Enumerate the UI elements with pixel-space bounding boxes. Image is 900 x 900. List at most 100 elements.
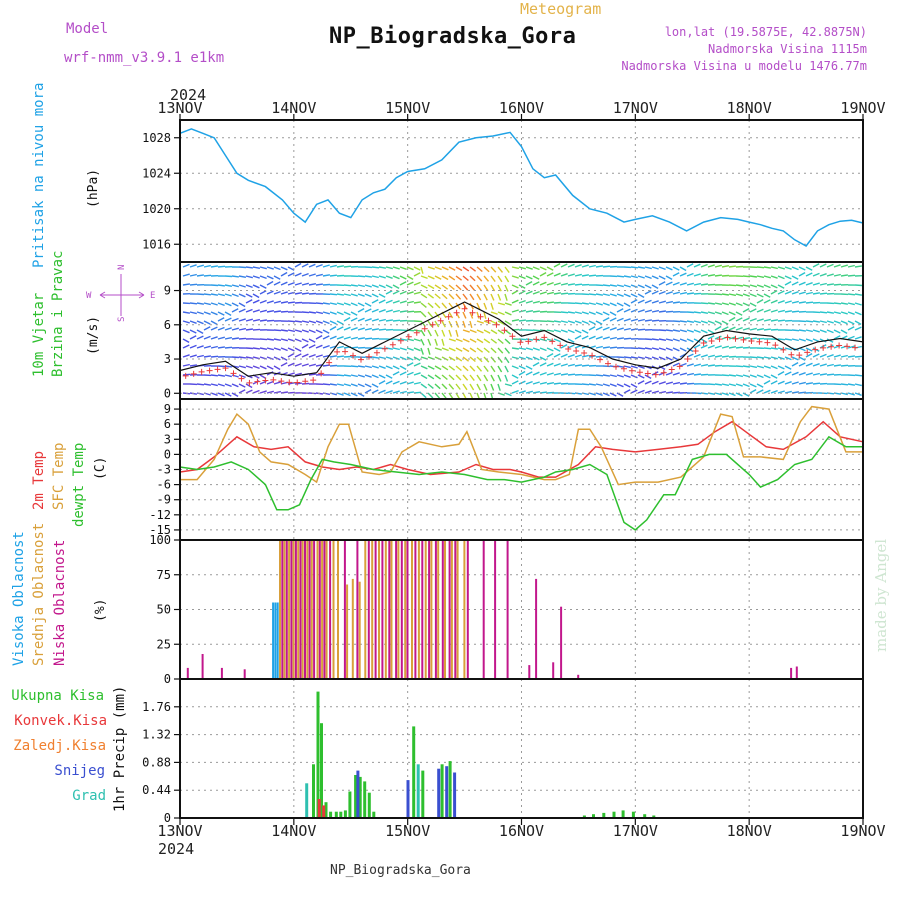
y-tick-label: 0 [164, 811, 171, 825]
wind-barb [343, 326, 351, 331]
wind-barb [371, 284, 379, 288]
wind-barb [595, 320, 603, 325]
wind-barb [511, 347, 520, 350]
wind-barb [336, 274, 345, 277]
bar-ukupna-kisa [631, 811, 635, 817]
wind-barb [385, 290, 393, 295]
wind-barb [427, 302, 434, 309]
wind-barb [490, 293, 495, 301]
wind-barb [651, 347, 659, 351]
wind-barb [287, 301, 295, 304]
gust-marker [828, 343, 835, 350]
wind-barb [315, 344, 323, 349]
wind-barb [406, 266, 414, 271]
wind-barb [357, 284, 365, 288]
wind-barb [343, 302, 351, 306]
y-tick-label: 100 [149, 533, 171, 547]
wind-barb [476, 293, 482, 301]
wind-barb [427, 338, 432, 346]
wind-barb [504, 293, 508, 301]
y-tick-label: 9 [164, 402, 171, 416]
wind-barb [742, 365, 751, 368]
wind-barb [224, 392, 232, 397]
wind-barb [203, 326, 211, 331]
wind-barb [196, 311, 204, 315]
wind-barb [504, 266, 510, 274]
wind-barb [770, 328, 779, 331]
bar-srednja-oblacnost [390, 540, 393, 678]
wind-barb [525, 338, 534, 341]
wind-barb [651, 380, 659, 385]
wind-barb [427, 392, 434, 399]
wind-barb [308, 344, 316, 349]
wind-barb [616, 337, 625, 340]
wind-barb [294, 320, 303, 323]
wind-barb [742, 293, 750, 297]
bar-niska-oblacnost [356, 540, 359, 678]
legend-grad: Grad [72, 788, 106, 804]
wind-barb [371, 275, 379, 279]
footer-title: NP_Biogradska_Gora [330, 863, 471, 878]
wind-barb [392, 356, 400, 360]
x-tick-label-bottom: 18NOV [727, 822, 772, 840]
wind-barb [497, 311, 505, 316]
wind-barb [784, 381, 792, 385]
wind-barb [574, 273, 582, 277]
gust-marker [453, 309, 460, 316]
wind-barb [378, 299, 386, 304]
wind-barb [448, 392, 454, 399]
wind-barb [441, 392, 447, 399]
y-tick-label: 50 [157, 603, 171, 617]
wind-barb [609, 336, 617, 340]
wind-barb [378, 328, 387, 331]
wind-barb [553, 320, 562, 323]
gust-marker [246, 379, 253, 386]
wind-barb [770, 347, 779, 350]
wind-barb [826, 283, 835, 286]
gust-marker [342, 348, 349, 355]
wind-barb [224, 317, 232, 322]
wind-barb [602, 392, 610, 397]
wind-barb [728, 383, 736, 387]
wind-barb [322, 274, 331, 277]
wind-barb [280, 347, 288, 352]
wind-barb [714, 264, 722, 268]
wind-barb [840, 383, 849, 386]
wind-barb [735, 293, 743, 297]
wind-barb [518, 299, 526, 304]
wind-barb [819, 353, 827, 358]
wind-barb [259, 299, 267, 304]
gust-marker [852, 344, 859, 351]
wind-barb [693, 338, 701, 343]
wind-barb [553, 262, 561, 268]
wind-barb [224, 275, 233, 278]
wind-barb [784, 275, 792, 280]
wind-barb [525, 300, 533, 304]
bar-niska-oblacnost [323, 540, 326, 678]
wind-barb [364, 383, 372, 388]
wind-barb [189, 344, 197, 349]
wind-barb [413, 281, 421, 286]
wind-barb [350, 302, 358, 307]
gust-marker [557, 342, 564, 349]
wind-barb [413, 338, 421, 342]
wind-barb [791, 300, 799, 304]
wind-barb [728, 265, 736, 268]
wind-barb [714, 320, 722, 325]
wind-barb [763, 299, 771, 304]
wind-barb [812, 282, 820, 286]
wind-barb [364, 365, 372, 369]
wind-barb [672, 320, 681, 323]
wind-barb [672, 301, 681, 304]
wind-barb [469, 293, 475, 301]
wind-barb [805, 382, 814, 385]
wind-barb [833, 320, 841, 324]
wind-barb [679, 347, 687, 352]
wind-barb [672, 329, 681, 332]
wind-barb [273, 266, 281, 271]
wind-barb [700, 344, 708, 349]
bar-srednja-oblacnost [310, 540, 313, 678]
wind-barb [217, 317, 225, 322]
bar-ukupna-kisa [421, 770, 425, 817]
wind-barb [280, 329, 289, 332]
